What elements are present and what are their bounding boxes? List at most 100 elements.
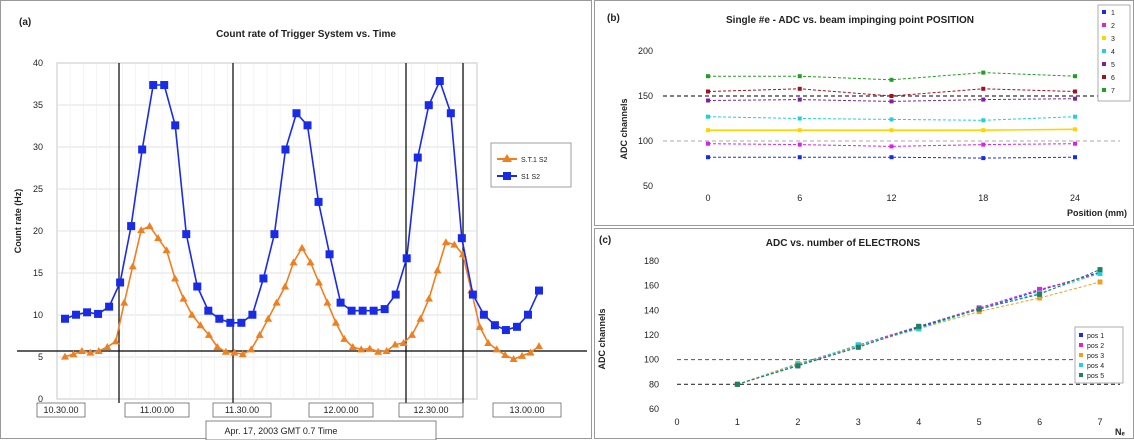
x-tick-label-c: 7	[1097, 417, 1102, 427]
data-point-b	[1073, 155, 1077, 160]
data-point-c	[976, 306, 982, 312]
x-tick-box	[492, 402, 562, 418]
data-point-sti-s2	[213, 342, 222, 350]
data-point-s1-s2	[270, 230, 279, 239]
data-point-s1-s2	[369, 306, 378, 315]
data-point-c	[795, 363, 801, 369]
data-point-s1-s2	[138, 145, 147, 154]
x-tick-label-b: 12	[886, 193, 896, 203]
x-tick-box	[398, 402, 464, 418]
data-point-sti-s2	[171, 274, 180, 282]
series-line-b	[707, 88, 1076, 97]
data-point-b	[981, 156, 986, 161]
series-line-c	[737, 281, 1101, 385]
data-point-s1-s2	[303, 121, 312, 130]
data-point-sti-s2	[509, 355, 518, 363]
legend-label-c: pos 3	[1087, 353, 1104, 360]
series-line-b	[707, 98, 1076, 102]
legend-label-c: pos 1	[1087, 333, 1104, 340]
data-point-b	[981, 128, 986, 133]
data-point-sti-s2	[374, 347, 383, 355]
data-point-b	[889, 144, 894, 149]
y-tick-label-c: 140	[644, 305, 659, 315]
y-tick-label-b: 200	[638, 46, 653, 56]
data-point-c	[1097, 279, 1103, 285]
data-point-sti-s2	[323, 298, 332, 306]
data-point-b	[889, 117, 894, 122]
y-tick-label-b: 50	[643, 181, 653, 191]
data-point-b	[889, 155, 894, 160]
data-point-b	[797, 155, 802, 160]
legend-marker-b	[1102, 88, 1106, 92]
panel-count-rate: (a) Count rate of Trigger System vs. Tim…	[0, 0, 592, 440]
y-tick-label-c: 120	[644, 330, 659, 340]
data-point-b	[1073, 74, 1077, 79]
y-tick-label-b: 150	[638, 91, 653, 101]
data-point-s1-s2	[468, 290, 477, 299]
y-tick-label: 10	[33, 310, 43, 320]
data-point-c	[734, 381, 740, 387]
data-point-c	[1037, 295, 1043, 301]
data-point-sti-s2	[382, 347, 391, 354]
data-point-sti-s2	[475, 322, 484, 330]
data-point-sti-s2	[433, 266, 442, 274]
data-point-s1-s2	[171, 121, 180, 130]
x-tick-label: 12.00.00	[323, 405, 358, 415]
y-tick-label-c: 60	[649, 404, 659, 414]
legend-marker-c	[1079, 333, 1083, 337]
data-point-b	[889, 94, 894, 98]
data-point-sti-s2	[196, 321, 205, 329]
x-tick-label-c: 2	[795, 417, 800, 427]
data-point-sti-s2	[281, 282, 290, 290]
y-axis-label: Count rate (Hz)	[13, 189, 23, 254]
panel-adc-position: (b) Single #e - ADC vs. beam impinging p…	[594, 0, 1134, 226]
data-point-s1-s2	[215, 314, 224, 323]
data-point-sti-s2	[86, 348, 95, 356]
legend-b: 1 2 3 4 5 6 7	[1097, 4, 1131, 102]
data-point-s1-s2	[490, 321, 499, 330]
y-tick-label: 35	[33, 100, 43, 110]
data-point-sti-s2	[331, 318, 340, 326]
data-point-sti-s2	[221, 347, 230, 355]
y-tick-label: 25	[33, 184, 43, 194]
data-point-s1-s2	[413, 153, 422, 162]
legend-series-1: S.T.1 S2	[521, 157, 548, 164]
data-point-b	[797, 128, 802, 133]
data-point-sti-s2	[424, 294, 433, 302]
data-point-s1-s2	[105, 302, 114, 311]
x-tick-box	[308, 402, 374, 418]
data-point-sti-s2	[314, 278, 323, 286]
data-point-sti-s2	[145, 222, 154, 230]
series-line-b	[707, 143, 1076, 147]
data-point-s1-s2	[116, 278, 125, 287]
legend-marker-c	[1079, 363, 1083, 367]
data-point-s1-s2	[424, 101, 433, 110]
x-tick-label-c: 6	[1037, 417, 1042, 427]
data-point-s1-s2	[259, 274, 268, 283]
data-point-sti-s2	[272, 298, 281, 306]
chart-title: Count rate of Trigger System vs. Time	[216, 29, 396, 40]
y-tick-label-c: 160	[644, 281, 659, 291]
y-axis-label-b: ADC channels	[619, 98, 629, 159]
data-point-s1-s2	[127, 222, 136, 231]
data-point-s1-s2	[347, 306, 356, 315]
data-point-sti-s2	[450, 240, 459, 248]
legend-marker-b	[1102, 36, 1106, 40]
data-point-sti-s2	[61, 352, 69, 360]
chart-title-b: Single #e - ADC vs. beam impinging point…	[726, 15, 974, 26]
data-point-sti-s2	[77, 347, 86, 354]
data-point-s1-s2	[336, 298, 345, 307]
legend-marker-b	[1102, 23, 1106, 27]
data-point-sti-s2	[289, 258, 298, 266]
y-tick-label-b: 100	[638, 136, 653, 146]
data-point-b	[981, 97, 986, 102]
data-point-sti-s2	[69, 350, 78, 358]
panel-a-label: (a)	[19, 17, 31, 28]
data-point-c	[916, 323, 922, 329]
legend-marker-c	[1079, 373, 1083, 377]
data-point-s1-s2	[325, 250, 334, 259]
y-tick-label-c: 80	[649, 379, 659, 389]
x-tick-label-b: 24	[1070, 193, 1080, 203]
legend-label-c: pos 4	[1087, 363, 1104, 370]
data-point-c	[1037, 286, 1043, 292]
